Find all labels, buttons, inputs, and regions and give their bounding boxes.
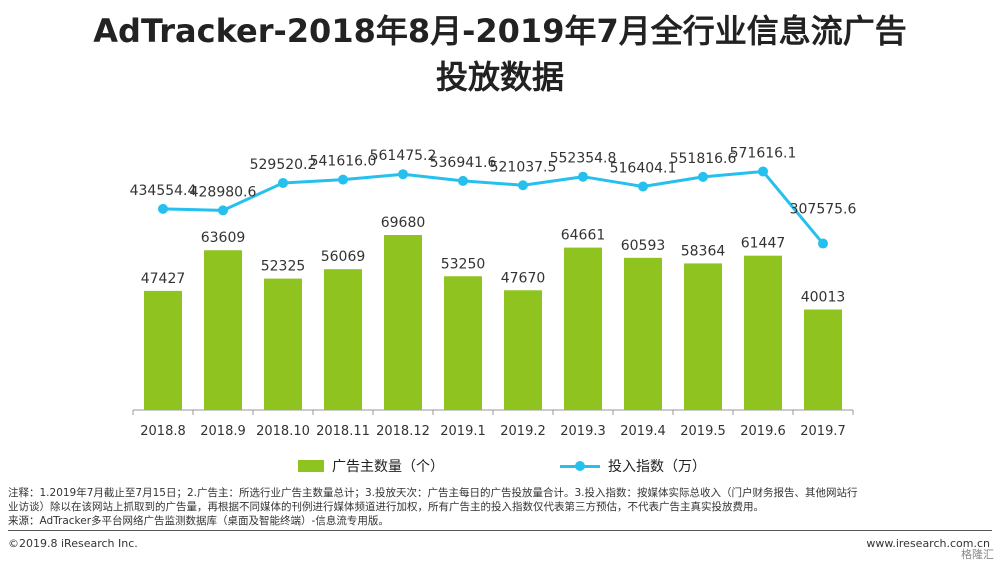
bar-2018.11 — [324, 269, 362, 410]
legend-line-swatch — [560, 460, 600, 472]
bar-value-label: 63609 — [201, 230, 246, 246]
line-value-label: 552354.8 — [550, 151, 617, 167]
bar-2019.1 — [444, 276, 482, 410]
bar-value-label: 61447 — [741, 236, 786, 252]
x-tick-label: 2018.8 — [140, 424, 186, 439]
x-tick-label: 2019.3 — [560, 424, 606, 439]
bar-2019.4 — [624, 257, 662, 410]
page-title: AdTracker-2018年8月-2019年7月全行业信息流广告 投放数据 — [0, 8, 1000, 100]
line-point-2018.11 — [338, 174, 348, 185]
legend-item-bar[interactable]: 广告主数量（个） — [298, 456, 444, 476]
legend-line-label: 投入指数（万） — [608, 459, 706, 475]
x-tick-label: 2019.5 — [680, 424, 726, 439]
legend-bar-swatch — [298, 460, 324, 472]
x-tick-label: 2019.4 — [620, 424, 666, 439]
bar-value-label: 47670 — [501, 270, 546, 286]
line-value-label: 434554.4 — [130, 183, 197, 199]
line-point-2018.8 — [158, 203, 168, 214]
bar-value-label: 64661 — [561, 228, 606, 244]
bar-2018.8 — [144, 290, 182, 410]
line-point-2019.1 — [458, 175, 468, 186]
bar-2019.2 — [504, 290, 542, 410]
title-line-2: 投放数据 — [435, 58, 564, 96]
line-point-2019.5 — [698, 171, 708, 182]
line-point-2019.2 — [518, 180, 528, 191]
line-value-label: 561475.2 — [370, 148, 437, 164]
x-tick-label: 2019.1 — [440, 424, 486, 439]
line-point-2018.12 — [398, 169, 408, 180]
x-tick-label: 2019.2 — [500, 424, 546, 439]
line-value-label: 541616.0 — [310, 154, 377, 170]
line-value-label: 516404.1 — [610, 161, 677, 177]
bar-2019.5 — [684, 263, 722, 410]
bar-value-label: 58364 — [681, 243, 726, 259]
legend-item-line[interactable]: 投入指数（万） — [560, 456, 706, 476]
line-point-2019.3 — [578, 171, 588, 182]
line-point-2019.6 — [758, 166, 768, 177]
bar-2019.6 — [744, 255, 782, 410]
line-value-label: 428980.6 — [190, 184, 257, 200]
website-link[interactable]: www.iresearch.com.cn — [866, 537, 990, 550]
chart-legend: 广告主数量（个） 投入指数（万） — [0, 456, 1000, 478]
chart-notes: 注释：1.2019年7月截止至7月15日；2.广告主：所选行业广告主数量总计；3… — [8, 486, 998, 528]
bar-value-label: 40013 — [801, 290, 846, 306]
line-point-2018.9 — [218, 205, 228, 216]
line-value-label: 529520.2 — [250, 157, 317, 173]
bar-2018.9 — [204, 250, 242, 410]
line-point-2019.4 — [638, 181, 648, 192]
bar-value-label: 53250 — [441, 256, 486, 272]
bar-2019.7 — [804, 309, 842, 410]
line-series-path — [162, 169, 825, 245]
x-tick-label: 2019.7 — [800, 424, 846, 439]
combo-chart: 47427 2018.8 63609 2018.9 52325 2018.10 56069 2… — [130, 145, 857, 439]
x-tick-label: 2018.11 — [316, 424, 370, 439]
note-line-1: 注释：1.2019年7月截止至7月15日；2.广告主：所选行业广告主数量总计；3… — [8, 487, 858, 499]
line-point-2018.10 — [278, 177, 288, 188]
bar-value-label: 56069 — [321, 249, 366, 265]
line-value-label: 307575.6 — [790, 202, 857, 218]
copyright-text: ©2019.8 iResearch Inc. — [8, 537, 138, 550]
x-tick-label: 2018.12 — [376, 424, 430, 439]
note-line-2: 业访谈）除以在该网站上抓取到的广告量，再根据不同媒体的刊例进行媒体频道进行加权，… — [8, 501, 764, 513]
bar-value-label: 69680 — [381, 215, 426, 231]
bar-2019.3 — [564, 247, 602, 410]
watermark-text: 格隆汇 — [961, 548, 994, 561]
footer-divider — [8, 530, 992, 531]
bar-value-label: 47427 — [141, 271, 186, 287]
x-tick-label: 2019.6 — [740, 424, 786, 439]
legend-bar-label: 广告主数量（个） — [332, 459, 444, 475]
line-value-label: 571616.1 — [730, 145, 797, 161]
title-line-1: AdTracker-2018年8月-2019年7月全行业信息流广告 — [93, 12, 907, 50]
bar-value-label: 52325 — [261, 259, 306, 275]
line-value-label: 551816.6 — [670, 151, 737, 167]
bar-2018.10 — [264, 278, 302, 410]
line-point-2019.7 — [818, 238, 828, 249]
bar-2018.12 — [384, 235, 422, 410]
line-value-label: 521037.5 — [490, 159, 557, 175]
line-value-label: 536941.6 — [430, 155, 497, 171]
x-tick-label: 2018.9 — [200, 424, 246, 439]
note-line-3: 来源：AdTracker多平台网络广告监测数据库（桌面及智能终端）-信息流专用版… — [8, 515, 389, 527]
bar-value-label: 60593 — [621, 238, 666, 254]
x-tick-label: 2018.10 — [256, 424, 310, 439]
